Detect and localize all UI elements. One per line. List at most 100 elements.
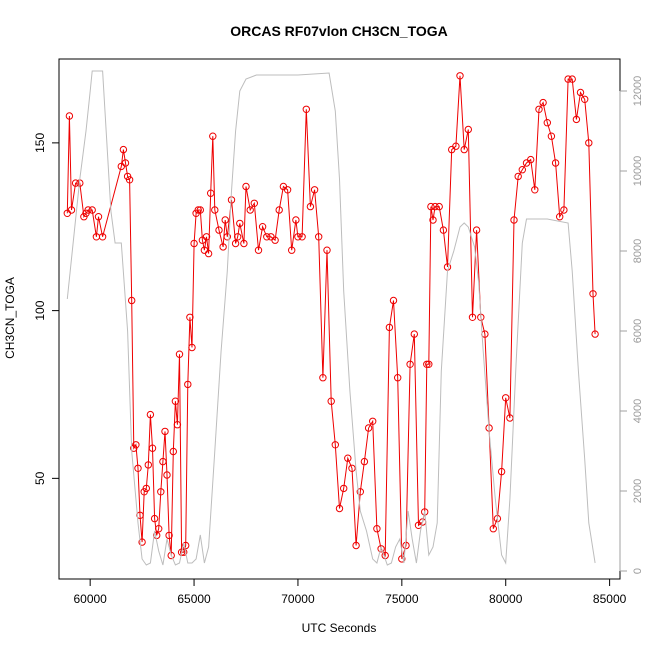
ch3cn-toga-point: [215, 226, 223, 234]
ch3cn-toga-point: [389, 296, 398, 305]
ch3cn-toga-point: [223, 233, 232, 241]
ch3cn-toga-point: [502, 394, 510, 402]
ch3cn-toga-point: [340, 484, 348, 493]
ch3cn-toga-point: [211, 206, 219, 214]
x-tick-label: 75000: [385, 592, 419, 606]
ch3cn-toga-point: [335, 504, 344, 513]
ch3cn-toga-point: [159, 457, 167, 466]
ch3cn-toga-point: [155, 525, 163, 533]
ch3cn-toga-point: [572, 115, 581, 124]
ch3cn-toga-point: [209, 132, 217, 140]
ch3cn-toga-point: [292, 216, 300, 224]
ch3cn-toga-point: [173, 421, 182, 429]
ch3cn-toga-point: [263, 233, 271, 241]
ch3cn-toga-point: [207, 189, 215, 197]
y2-tick-label: 4000: [632, 399, 644, 423]
ch3cn-toga-point: [427, 202, 435, 211]
ch3cn-toga-point: [551, 159, 560, 167]
y-tick-label: 50: [33, 471, 47, 485]
ch3cn-toga-point: [121, 159, 130, 167]
ch3cn-toga-point: [171, 397, 180, 405]
ch3cn-toga-point: [398, 555, 406, 563]
ch3cn-toga-point: [406, 360, 414, 368]
x-tick-label: 60000: [73, 592, 107, 606]
ch3cn-toga-point: [188, 343, 196, 352]
ch3cn-toga-line: [66, 75, 596, 560]
ch3cn-toga-point: [161, 427, 169, 436]
ch3cn-toga-point: [153, 531, 161, 540]
ch3cn-toga-point: [186, 313, 194, 321]
ch3cn-toga-point: [234, 233, 242, 241]
ch3cn-toga-point: [271, 236, 279, 244]
ch3cn-toga-point: [327, 397, 335, 405]
ch3cn-toga-point: [323, 246, 331, 254]
ch3cn-toga-point: [497, 467, 506, 476]
ch3cn-toga-point: [581, 95, 589, 104]
x-axis-label: UTC Seconds: [302, 621, 377, 635]
ch3cn-toga-point: [468, 313, 477, 321]
ch3cn-toga-point: [144, 461, 153, 469]
ch3cn-toga-point: [242, 182, 250, 191]
ch3cn-toga-point: [585, 139, 593, 147]
ch3cn-toga-point: [258, 223, 267, 231]
ch3cn-toga-point: [319, 374, 327, 382]
y2-tick-label: 0: [632, 568, 644, 574]
x-tick-label: 65000: [177, 592, 211, 606]
ch3cn-toga-point: [589, 290, 597, 298]
y2-tick-label: 12000: [632, 76, 644, 107]
ch3cn-toga-point: [84, 206, 92, 214]
series-layer: [63, 70, 599, 566]
ch3cn-toga-point: [184, 380, 192, 389]
y-axis-right: 0 2000 4000 6000 8000 10000 12000: [619, 76, 644, 574]
ch3cn-toga-point: [543, 119, 551, 127]
ch3cn-toga-point: [514, 172, 522, 181]
ch3cn-toga-point: [202, 233, 211, 241]
ch3cn-toga-point: [456, 72, 464, 80]
y-tick-label: 100: [33, 300, 47, 320]
ch3cn-toga-point: [157, 488, 165, 496]
ch3cn-toga-point: [136, 511, 144, 519]
ch3cn-toga-point: [539, 98, 547, 107]
ch3cn-toga-point: [452, 142, 460, 150]
ch3cn-toga-point: [163, 471, 171, 479]
ch3cn-toga-point: [410, 330, 418, 338]
ch3cn-toga-point: [373, 525, 381, 533]
ch3cn-toga-point: [67, 206, 76, 214]
ch3cn-toga-point: [310, 186, 319, 194]
ch3cn-toga-point: [236, 219, 244, 228]
ch3cn-toga-point: [531, 186, 539, 194]
y2-tick-label: 10000: [632, 156, 644, 187]
ch3cn-toga-point: [169, 447, 178, 456]
ch3cn-toga-point: [98, 233, 107, 241]
ch3cn-toga-point: [204, 249, 213, 258]
ch3cn-toga-point: [518, 166, 526, 174]
x-tick-label: 85000: [593, 592, 627, 606]
ch3cn-toga-point: [175, 350, 184, 358]
ch3cn-toga-point: [331, 441, 339, 449]
ch3cn-toga-point: [302, 105, 310, 114]
ch3cn-toga-point: [348, 464, 356, 472]
y-tick-label: 150: [33, 133, 47, 153]
ch3cn-toga-point: [94, 213, 103, 221]
ch3cn-toga-point: [275, 206, 283, 214]
y2-tick-label: 8000: [632, 239, 644, 263]
ch3cn-toga-point: [535, 105, 543, 114]
ch3cn-toga-point: [556, 213, 564, 221]
x-axis: 60000 65000 70000 75000 80000 85000: [73, 578, 627, 606]
ch3cn-toga-point: [148, 444, 157, 452]
x-tick-label: 80000: [489, 592, 523, 606]
ch3cn-toga-point: [298, 233, 306, 241]
ch3cn-toga-point: [119, 145, 128, 154]
ch3cn-toga-point: [88, 206, 96, 214]
y2-tick-label: 6000: [632, 319, 644, 343]
ch3cn-toga-point: [167, 551, 175, 560]
ch3cn-toga-point: [423, 360, 431, 368]
ch3cn-toga-point: [385, 323, 394, 332]
ch3cn-toga-point: [138, 538, 146, 546]
ch3cn-toga-point: [254, 246, 263, 254]
ch3cn-toga-point: [460, 145, 468, 154]
ch3cn-toga-point: [150, 514, 159, 523]
y-axis-left: 50 100 150: [33, 133, 60, 485]
ch3cn-toga-point: [128, 296, 136, 305]
